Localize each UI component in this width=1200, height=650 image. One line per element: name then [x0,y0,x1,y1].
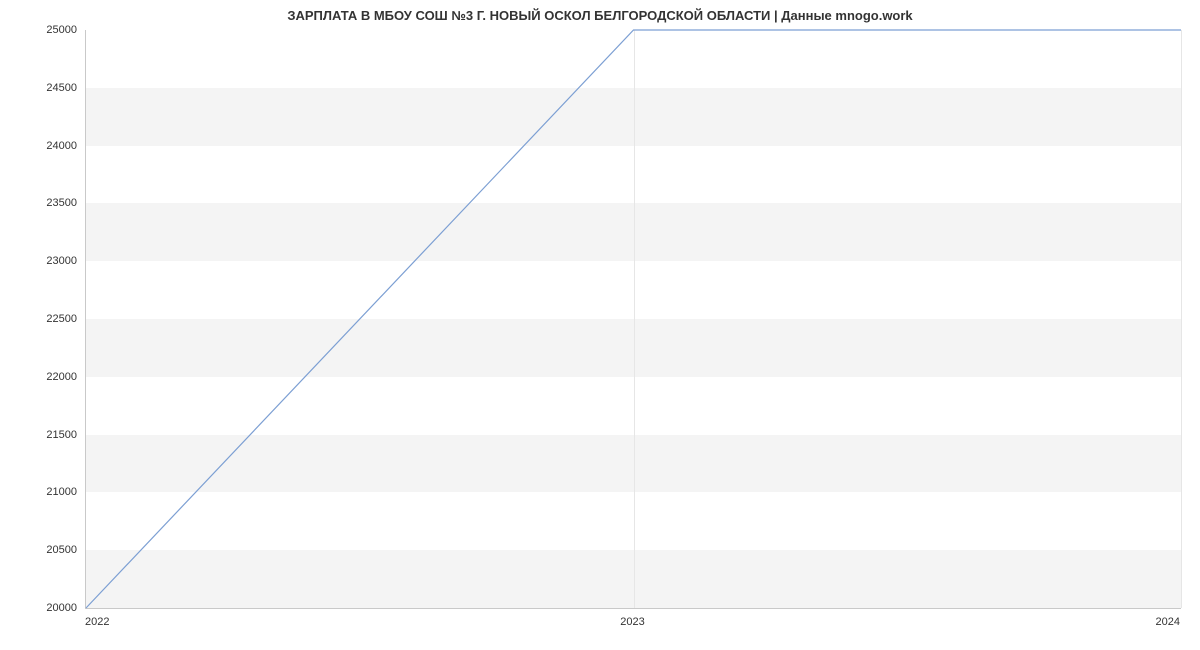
salary-chart: ЗАРПЛАТА В МБОУ СОШ №3 Г. НОВЫЙ ОСКОЛ БЕ… [0,0,1200,650]
y-tick-label: 23500 [0,197,77,209]
y-tick-label: 21500 [0,429,77,441]
y-tick-label: 24000 [0,140,77,152]
series-layer [86,30,1181,608]
x-gridline [1181,30,1182,608]
series-line-salary [86,30,1181,608]
y-tick-label: 22500 [0,313,77,325]
y-tick-label: 21000 [0,486,77,498]
y-tick-label: 22000 [0,371,77,383]
y-tick-label: 23000 [0,255,77,267]
chart-title: ЗАРПЛАТА В МБОУ СОШ №3 Г. НОВЫЙ ОСКОЛ БЕ… [0,8,1200,23]
y-tick-label: 25000 [0,24,77,36]
plot-area [85,30,1181,609]
y-tick-label: 20500 [0,544,77,556]
y-tick-label: 20000 [0,602,77,614]
x-tick-label: 2022 [85,616,109,628]
y-tick-label: 24500 [0,82,77,94]
x-tick-label: 2024 [1156,616,1180,628]
x-tick-label: 2023 [620,616,644,628]
